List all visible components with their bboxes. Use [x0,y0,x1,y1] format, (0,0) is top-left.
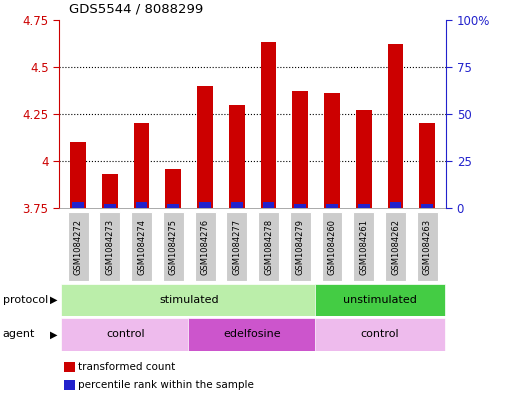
Text: GSM1084261: GSM1084261 [359,219,368,275]
Bar [226,212,247,281]
Text: GSM1084276: GSM1084276 [201,219,209,275]
Bar [188,318,318,351]
Bar [419,123,435,208]
Bar [100,212,120,281]
Bar [324,93,340,208]
Bar [322,212,343,281]
Bar [292,91,308,208]
Bar [165,169,181,208]
Text: transformed count: transformed count [78,362,176,373]
Bar [102,174,117,208]
Text: GSM1084262: GSM1084262 [391,219,400,275]
Bar [385,212,406,281]
Text: control: control [360,329,399,340]
Bar [197,86,213,208]
Bar [263,202,274,208]
Bar [388,44,403,208]
Bar [261,42,277,208]
Bar [199,202,211,208]
Bar [61,284,318,316]
Text: GSM1084278: GSM1084278 [264,219,273,275]
Bar [167,204,179,208]
Bar [389,202,402,208]
Text: GSM1084277: GSM1084277 [232,219,241,275]
Bar [61,318,191,351]
Text: GSM1084263: GSM1084263 [423,219,432,275]
Text: protocol: protocol [3,295,48,305]
Bar [258,212,279,281]
Bar [356,110,372,208]
Text: GSM1084274: GSM1084274 [137,219,146,275]
Bar [231,202,243,208]
Bar [358,204,370,208]
Text: GSM1084279: GSM1084279 [296,219,305,275]
Text: GSM1084260: GSM1084260 [327,219,337,275]
Text: ▶: ▶ [50,295,58,305]
Bar [290,212,311,281]
Text: control: control [106,329,145,340]
Text: GDS5544 / 8088299: GDS5544 / 8088299 [69,3,204,16]
Bar [131,212,152,281]
Text: GSM1084275: GSM1084275 [169,219,178,275]
Bar [421,204,433,208]
Bar [68,212,89,281]
Bar [417,212,438,281]
Bar [314,284,445,316]
Text: unstimulated: unstimulated [343,295,417,305]
Bar [72,202,84,208]
Bar [163,212,184,281]
Text: agent: agent [3,329,35,340]
Text: GSM1084273: GSM1084273 [105,219,114,275]
Bar [294,204,306,208]
Bar [135,202,148,208]
Text: percentile rank within the sample: percentile rank within the sample [78,380,254,390]
Bar [104,204,116,208]
Bar [353,212,374,281]
Bar [314,318,445,351]
Bar [229,105,245,208]
Bar [326,204,338,208]
Text: edelfosine: edelfosine [224,329,282,340]
Bar [194,212,215,281]
Bar [133,123,149,208]
Bar [70,142,86,208]
Text: ▶: ▶ [50,329,58,340]
Text: stimulated: stimulated [160,295,219,305]
Text: GSM1084272: GSM1084272 [73,219,83,275]
